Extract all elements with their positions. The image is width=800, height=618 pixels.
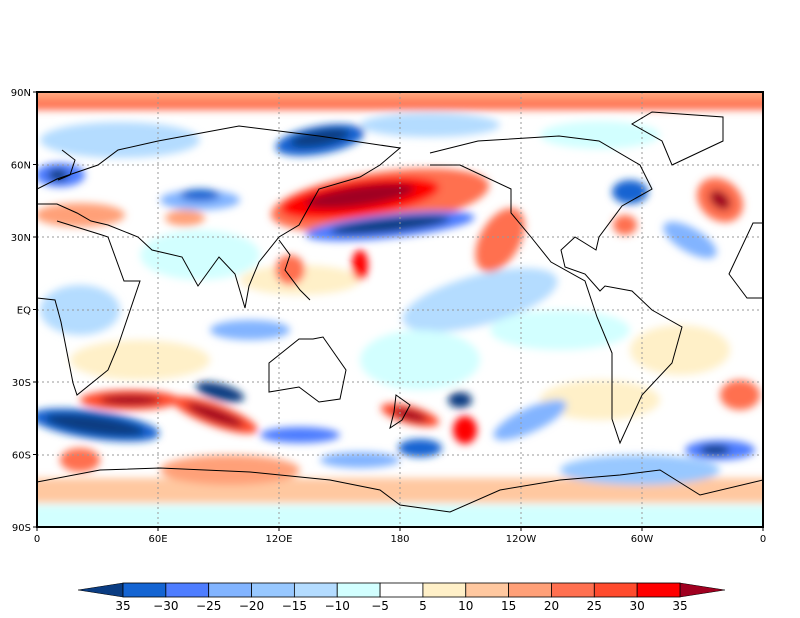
lat-tick-label: 30S <box>12 378 31 389</box>
colorbar-label: 5 <box>419 599 427 613</box>
colorbar-box <box>508 582 552 598</box>
colorbar-label: 10 <box>458 599 473 613</box>
lon-tick-label: 60W <box>631 534 654 545</box>
colorbar-box <box>422 582 467 598</box>
colorbar-label: −5 <box>371 599 389 613</box>
colorbar-box <box>636 582 681 598</box>
colorbar-label: 25 <box>587 599 602 613</box>
lat-tick-label: 30N <box>11 233 31 244</box>
colorbar-label: −10 <box>325 599 350 613</box>
colorbar-label: 35 <box>672 599 687 613</box>
lon-tick-label: 0 <box>760 534 766 545</box>
lat-tick-label: EQ <box>17 306 31 317</box>
colorbar-label: 20 <box>544 599 559 613</box>
colorbar-box <box>465 582 510 598</box>
colorbar-box <box>165 582 210 598</box>
colorbar-label: 30 <box>630 599 645 613</box>
coastlines <box>37 111 763 513</box>
colorbar-box <box>293 582 338 598</box>
colorbar-box <box>593 582 638 598</box>
lon-tick-label: 180 <box>390 534 409 545</box>
colorbar-label: 35 <box>115 599 130 613</box>
colorbar-low-triangle <box>77 582 124 598</box>
colorbar: 35 −30 −25 −20 −15 −10 −5 5 10 15 20 25 30 35 <box>77 582 726 613</box>
colorbar-label: −20 <box>239 599 264 613</box>
colorbar-high-triangle <box>679 582 726 598</box>
lat-tick-label: 90N <box>11 88 31 99</box>
colorbar-box <box>251 582 295 598</box>
colorbar-label: −25 <box>196 599 221 613</box>
colorbar-label: −30 <box>153 599 178 613</box>
colorbar-label: −15 <box>282 599 307 613</box>
colorbar-box <box>336 582 381 598</box>
shaded-field <box>37 92 763 527</box>
lat-tick-label: 60N <box>11 161 31 172</box>
colorbar-box <box>208 582 252 598</box>
lon-tick-label: 60E <box>148 534 167 545</box>
lat-tick-label: 90S <box>12 523 31 534</box>
lon-tick-label: 12OE <box>266 534 293 545</box>
lon-tick-label: 12OW <box>506 534 537 545</box>
colorbar-box <box>379 582 424 598</box>
colorbar-box <box>122 582 167 598</box>
colorbar-label: 15 <box>501 599 516 613</box>
grid-lines <box>37 92 763 527</box>
colorbar-box <box>551 582 595 598</box>
lon-tick-label: 0 <box>34 534 40 545</box>
lat-tick-label: 60S <box>12 451 31 462</box>
